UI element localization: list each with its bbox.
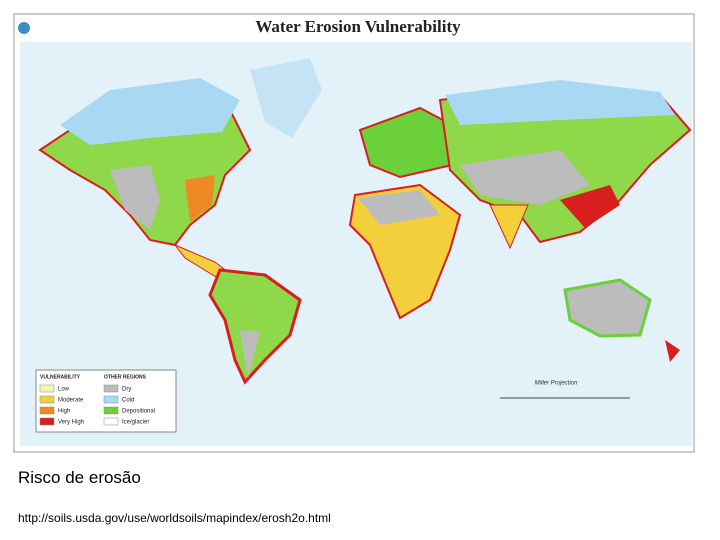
map-title: Water Erosion Vulnerability <box>255 17 461 36</box>
na-dry <box>110 165 160 230</box>
legend-swatch <box>103 417 119 426</box>
central-asia-dry <box>460 150 590 205</box>
legend-label: Depositional <box>122 409 155 415</box>
south-america <box>208 268 302 385</box>
australia <box>563 278 652 338</box>
legend: VULNERABILITY Low Moderate High Very High OTH… <box>39 374 155 426</box>
map-panel: Water Erosion Vulnerability VULNERABILIT… <box>13 13 695 453</box>
legend-label: Dry <box>122 387 131 393</box>
india <box>489 204 529 250</box>
new-zealand <box>665 340 680 362</box>
legend-swatch <box>39 406 55 415</box>
legend-swatch <box>39 417 55 426</box>
legend-heading: OTHER REGIONS <box>104 374 147 380</box>
legend-swatch <box>39 384 55 393</box>
legend-label: Cold <box>122 398 134 404</box>
siberia-cold <box>445 80 675 125</box>
legend-swatch <box>103 384 119 393</box>
legend-label: Moderate <box>58 398 84 404</box>
canada-cold <box>60 78 240 145</box>
legend-label: Low <box>58 387 70 393</box>
legend-heading: VULNERABILITY <box>40 374 81 380</box>
legend-swatch <box>103 395 119 404</box>
na-high <box>185 175 215 222</box>
sahara <box>358 190 440 225</box>
legend-label: Ice/glacier <box>122 420 149 426</box>
china-very-high <box>560 185 620 228</box>
legend-swatch <box>103 406 119 415</box>
sa-dry <box>240 330 260 378</box>
projection: Miller Projection <box>535 381 578 387</box>
source-url: http://soils.usda.gov/use/worldsoils/map… <box>18 511 331 525</box>
legend-swatch <box>39 395 55 404</box>
legend-label: High <box>58 409 70 415</box>
legend-label: Very High <box>58 420 84 426</box>
logo <box>18 22 30 34</box>
greenland <box>250 58 322 138</box>
caption: Risco de erosão <box>18 468 141 487</box>
continents <box>38 58 692 385</box>
